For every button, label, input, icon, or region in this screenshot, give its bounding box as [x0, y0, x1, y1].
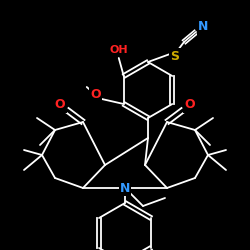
Text: N: N — [120, 182, 130, 194]
Text: S: S — [170, 50, 179, 62]
Text: N: N — [120, 182, 130, 194]
Text: N: N — [198, 20, 208, 34]
Text: O: O — [90, 88, 101, 102]
Text: O: O — [185, 98, 195, 112]
Text: O: O — [90, 88, 101, 102]
Text: N: N — [198, 20, 208, 34]
Text: O: O — [55, 98, 65, 112]
Text: O: O — [185, 98, 195, 112]
Text: OH: OH — [110, 45, 128, 55]
Text: O: O — [55, 98, 65, 112]
Text: OH: OH — [110, 45, 128, 55]
Text: S: S — [170, 50, 179, 62]
